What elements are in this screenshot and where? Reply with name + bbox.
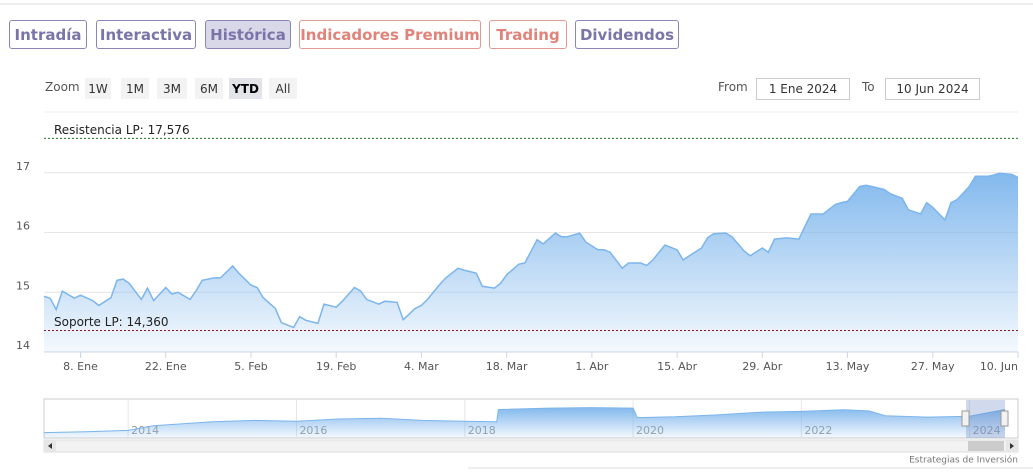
x-tick-label: 1. Abr [575, 360, 608, 373]
plot-line-label: Resistencia LP: 17,576 [54, 123, 190, 137]
x-tick-label: 29. Abr [742, 360, 782, 373]
x-tick-label: 15. Abr [657, 360, 697, 373]
to-input[interactable]: 10 Jun 2024 [885, 78, 980, 100]
arrow-left [48, 443, 52, 449]
x-tick-label: 19. Feb [316, 360, 356, 373]
zoom-button[interactable]: YTD [229, 78, 262, 99]
from-input[interactable]: 1 Ene 2024 [756, 78, 850, 100]
y-tick-label: 17 [16, 160, 30, 173]
scroll-thumb[interactable] [968, 441, 1004, 451]
x-tick-label: 18. Mar [486, 360, 528, 373]
y-tick-label: 15 [16, 279, 30, 292]
y-tick-label: 16 [16, 220, 30, 233]
from-label: From [718, 80, 748, 94]
zoom-button[interactable]: 6M [195, 78, 223, 99]
x-tick-label: 4. Mar [404, 360, 439, 373]
scrollbar[interactable] [43, 439, 1019, 453]
x-tick-label: 13. May [826, 360, 870, 373]
zoom-button[interactable]: 1M [121, 78, 149, 99]
x-tick-label: 22. Ene [145, 360, 187, 373]
zoom-button[interactable]: All [269, 78, 297, 99]
navigator-handle[interactable] [961, 410, 970, 427]
zoom-button[interactable]: 1W [85, 78, 111, 99]
zoom-button[interactable]: 3M [157, 78, 187, 99]
tab[interactable]: Interactiva [96, 20, 196, 49]
zoom-label: Zoom [45, 80, 80, 94]
tab[interactable]: Intradía [9, 20, 87, 49]
x-tick-label: 10. Jun [980, 360, 1018, 373]
line [43, 407, 1006, 434]
tab[interactable]: Trading [489, 20, 567, 49]
to-label: To [862, 80, 875, 94]
line [43, 172, 1019, 329]
x-tick-label: 5. Feb [234, 360, 267, 373]
x-tick-label: 27. May [911, 360, 955, 373]
x-tick-label: 8. Ene [63, 360, 98, 373]
credit: Estrategias de Inversión [909, 455, 1018, 466]
navigator-selection [966, 400, 1005, 438]
tab[interactable]: Indicadores Premium [299, 20, 481, 49]
tab[interactable]: Histórica [205, 20, 291, 49]
y-tick-label: 14 [16, 339, 30, 352]
area-fill [44, 407, 1005, 438]
plot-line-label: Soporte LP: 14,360 [54, 315, 169, 329]
arrow-right [1010, 443, 1014, 449]
navigator-handle[interactable] [1000, 410, 1009, 427]
area-fill [44, 173, 1018, 352]
tab[interactable]: Dividendos [575, 20, 679, 49]
